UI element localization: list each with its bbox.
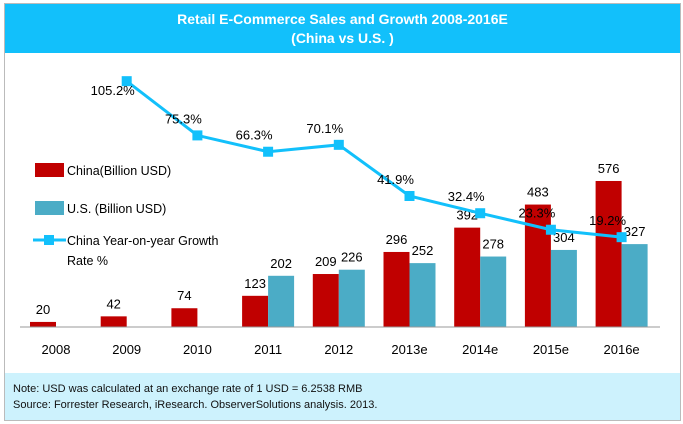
chart-title: Retail E-Commerce Sales and Growth 2008-… [177, 11, 508, 27]
data-label-china: 20 [36, 302, 50, 317]
legend-marker-growth [44, 235, 54, 245]
x-tick-label: 2012 [324, 342, 353, 357]
data-label-china: 42 [106, 296, 120, 311]
growth-marker [545, 224, 556, 235]
legend-label-us: U.S. (Billion USD) [67, 202, 166, 216]
chart-subtitle: (China vs U.S. ) [291, 30, 394, 46]
legend-swatch-us [35, 201, 64, 215]
growth-marker [616, 232, 627, 243]
x-tick-label: 2008 [42, 342, 71, 357]
legend-label-growth-1: China Year-on-year Growth [67, 234, 219, 248]
data-label-china: 74 [177, 288, 191, 303]
x-tick-label: 2011 [254, 342, 282, 357]
bar-china [30, 321, 56, 327]
data-label-china: 576 [598, 161, 620, 176]
legend-label-china: China(Billion USD) [67, 164, 171, 178]
bar-china [242, 295, 269, 327]
growth-label: 66.3% [236, 128, 273, 143]
growth-marker [333, 139, 344, 150]
data-label-china: 483 [527, 185, 549, 200]
bar-china [595, 180, 622, 327]
growth-label: 23.3% [518, 206, 555, 221]
data-label-china: 296 [386, 232, 408, 247]
data-label-china: 209 [315, 254, 337, 269]
bar-china [524, 204, 551, 327]
x-tick-label: 2010 [183, 342, 212, 357]
bar-china [100, 316, 127, 327]
legend: China(Billion USD) U.S. (Billion USD) Ch… [33, 163, 219, 268]
growth-line [125, 79, 622, 239]
bar-us [338, 269, 365, 327]
x-tick-label: 2009 [112, 342, 141, 357]
x-tick-label: 2016e [604, 342, 640, 357]
growth-label: 32.4% [448, 189, 485, 204]
growth-label: 19.2% [589, 213, 626, 228]
bar-china [171, 308, 198, 327]
chart-footer: Note: USD was calculated at an exchange … [5, 373, 680, 420]
data-label-us: 327 [624, 224, 646, 239]
legend-label-growth-2: Rate % [67, 254, 108, 268]
growth-label: 105.2% [91, 83, 136, 98]
growth-marker [121, 76, 132, 87]
data-label-us: 226 [341, 250, 363, 265]
growth-label: 41.9% [377, 172, 414, 187]
data-label-china: 123 [244, 276, 266, 291]
bar-china [383, 251, 410, 327]
growth-marker [404, 190, 415, 201]
x-tick-label: 2015e [533, 342, 569, 357]
data-label-us: 202 [270, 256, 292, 271]
x-tick-label: 2014e [462, 342, 498, 357]
bar-china [454, 227, 481, 327]
chart-card: Retail E-Commerce Sales and Growth 2008-… [4, 3, 681, 421]
bar-china [312, 274, 339, 327]
growth-label: 70.1% [306, 121, 343, 136]
bar-us [550, 249, 577, 327]
data-label-us: 304 [553, 230, 575, 245]
footer-source: Source: Forrester Research, iResearch. O… [13, 399, 378, 411]
data-label-us: 278 [482, 237, 504, 252]
growth-marker [192, 130, 203, 141]
x-tick-label: 2013e [391, 342, 427, 357]
bar-us [409, 263, 436, 327]
bar-us [268, 275, 295, 327]
growth-marker [475, 208, 486, 219]
chart-header: Retail E-Commerce Sales and Growth 2008-… [5, 4, 680, 53]
footer-note: Note: USD was calculated at an exchange … [13, 383, 363, 395]
growth-marker [263, 146, 274, 157]
data-label-us: 252 [412, 243, 434, 258]
bar-us [621, 244, 648, 327]
legend-swatch-china [35, 163, 64, 177]
bar-us [480, 256, 507, 327]
growth-label: 75.3% [165, 111, 202, 126]
